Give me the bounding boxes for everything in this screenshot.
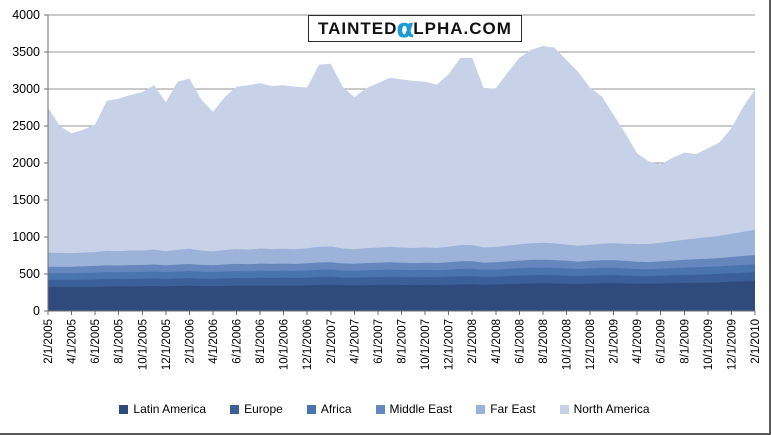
x-axis-label: 6/1/2006: [232, 319, 244, 364]
legend-swatch: [119, 404, 129, 414]
legend-item-africa: Africa: [306, 402, 352, 416]
x-axis-label: 4/1/2009: [632, 319, 644, 364]
y-axis-label: 1500: [12, 193, 40, 207]
area-series-north-america: [48, 46, 755, 311]
x-axis-label: 6/1/2009: [656, 319, 668, 364]
x-axis-label: 12/1/2009: [726, 319, 738, 370]
legend-label: Far East: [490, 402, 536, 416]
y-axis-label: 3000: [12, 82, 40, 96]
x-axis-label: 4/1/2008: [491, 319, 503, 364]
area-series-latin-america: [48, 281, 755, 311]
x-axis-label: 10/1/2007: [420, 319, 432, 370]
x-axis-label: 8/1/2008: [538, 319, 550, 364]
watermark-prefix: TAINTED: [318, 18, 398, 38]
x-axis-label: 2/1/2007: [326, 319, 338, 364]
legend-item-latin-america: Latin America: [119, 403, 206, 415]
x-axis-label: 6/1/2005: [90, 319, 102, 364]
x-axis-label: 10/1/2009: [703, 319, 715, 370]
y-axis-label: 2500: [12, 119, 40, 133]
y-axis-label: 0: [33, 304, 40, 318]
legend-label: Europe: [244, 402, 283, 416]
x-axis-label: 8/1/2007: [397, 319, 409, 364]
x-axis-label: 8/1/2006: [255, 319, 267, 364]
chart-legend: Latin America Europe Africa Middle East Far …: [0, 403, 769, 415]
x-axis-label: 2/1/2009: [609, 319, 621, 364]
legend-label: Africa: [320, 402, 352, 416]
y-axis-label: 2000: [12, 156, 40, 170]
legend-item-europe: Europe: [230, 403, 283, 415]
watermark-suffix: LPHA.COM: [413, 18, 512, 38]
legend-swatch: [306, 404, 316, 414]
x-axis-label: 10/1/2008: [561, 319, 573, 370]
x-axis-label: 12/1/2007: [444, 319, 456, 370]
x-axis-label: 10/1/2006: [279, 319, 291, 370]
x-axis-label: 8/1/2009: [679, 319, 691, 364]
y-axis-label: 3500: [12, 45, 40, 59]
x-axis-label: 8/1/2005: [114, 319, 126, 364]
x-axis-label: 12/1/2006: [302, 319, 314, 370]
legend-swatch: [375, 404, 385, 414]
watermark-badge: TAINTED α LPHA.COM: [308, 15, 522, 42]
legend-swatch: [476, 404, 486, 414]
y-axis-label: 4000: [12, 8, 40, 22]
legend-swatch: [559, 404, 569, 414]
x-axis-label: 12/1/2005: [161, 319, 173, 370]
y-axis-label: 500: [19, 267, 40, 281]
legend-label: Middle East: [389, 402, 453, 416]
x-axis-label: 2/1/2005: [43, 319, 55, 364]
x-axis-label: 2/1/2008: [467, 319, 479, 364]
legend-swatch: [230, 404, 240, 414]
x-axis-label: 4/1/2006: [208, 319, 220, 364]
x-axis-label: 2/1/2006: [184, 319, 196, 364]
x-axis-label: 6/1/2008: [514, 319, 526, 364]
legend-item-middle-east: Middle East: [375, 402, 453, 416]
x-axis-label: 6/1/2007: [373, 319, 385, 364]
legend-item-far-east: Far East: [476, 402, 536, 416]
legend-label: North America: [573, 402, 650, 416]
x-axis-label: 4/1/2007: [349, 319, 361, 364]
x-axis-label: 12/1/2008: [585, 319, 597, 370]
x-axis-label: 4/1/2005: [67, 319, 79, 364]
x-axis-label: 10/1/2005: [137, 319, 149, 370]
x-axis-label: 2/1/2010: [750, 319, 762, 364]
y-axis-label: 1000: [12, 230, 40, 244]
legend-label: Latin America: [133, 402, 207, 416]
legend-item-north-america: North America: [559, 402, 650, 416]
